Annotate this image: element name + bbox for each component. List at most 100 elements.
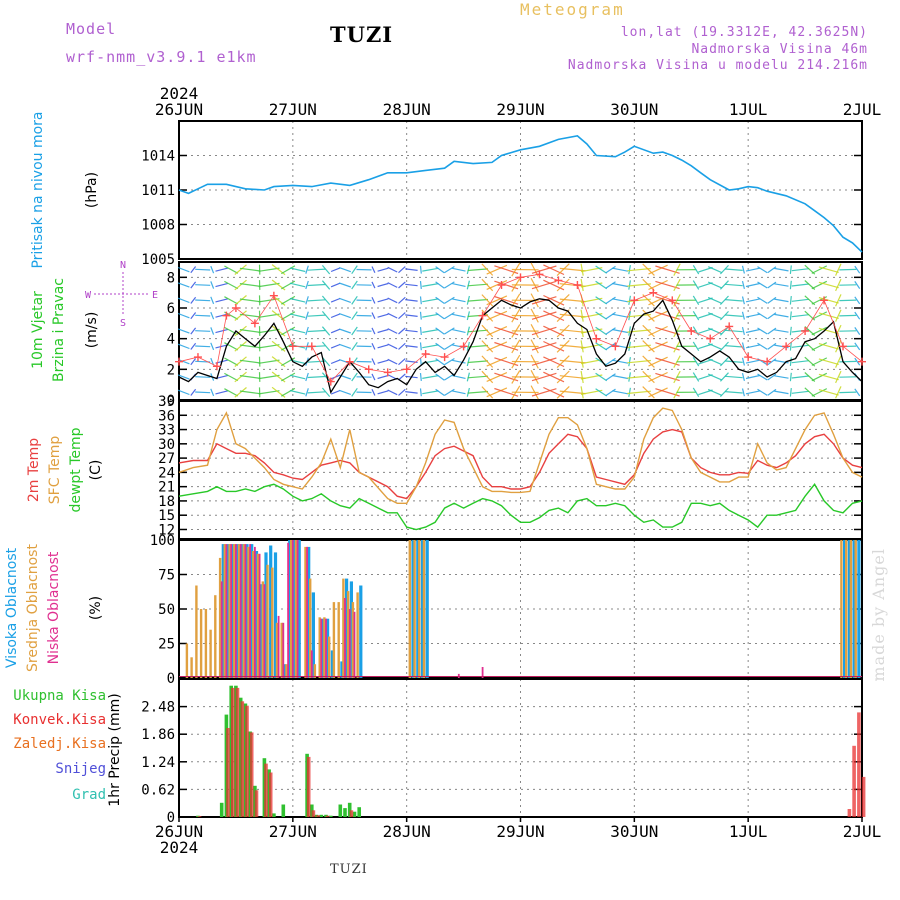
wind-arrow [648,264,668,275]
wind-arrow [580,309,584,322]
y-tick-label: 1.24 [141,755,175,771]
wind-arrow [239,329,261,333]
wind-arrow [467,360,489,364]
wind-arrow [648,387,668,398]
wind-arrow [339,313,351,319]
wind-arrow [481,324,494,338]
wind-arrow [210,342,215,351]
wind-arrow [707,373,722,381]
wind-arrow [387,389,398,396]
wind-arrow [435,358,445,366]
wind-arrow [605,296,616,305]
wind-arrow [321,265,331,275]
wind-arrow [234,387,247,398]
wind-arrow [692,310,700,321]
altitude-label: Nadmorska Visina 46m [691,42,868,57]
wind-arrow [467,268,489,272]
cloud-bar [245,544,249,678]
wind-arrow [195,376,211,378]
wind-arrow [224,265,239,274]
cloud-bar [258,553,261,678]
cloud-bar [277,615,280,678]
cloud-bar [266,564,269,678]
wind-arrow [481,340,494,353]
wind-arrow [210,281,215,289]
wind-arrow [258,298,280,303]
wind-arrow [258,390,280,395]
wind-arrow [559,283,586,287]
wind-arrow [190,327,197,335]
wind-arrow [839,391,857,394]
wind-arrow [377,359,389,364]
wind-arrow [612,313,629,318]
y-tick-label: 24 [158,465,175,481]
wind-arrow [422,390,439,395]
wind-arrow [811,372,828,382]
wind-arrow [443,357,455,366]
top-date-label: 2JUL [843,100,882,119]
wind-arrow [210,357,215,366]
wind-arrow [605,265,616,274]
y-tick-label: 15 [158,508,175,524]
wind-arrow [767,312,777,320]
wind-arrow [818,297,839,304]
wind-arrow [377,267,389,272]
wind-arrow [818,373,839,381]
model-name: wrf-nmm_v3.9.1 e1km [66,48,257,66]
wind-arrow [258,344,280,349]
wind-arrow [466,341,470,351]
y-tick-label: 0 [167,393,175,409]
cloud-bar [220,581,223,678]
cloud-bar [845,540,848,678]
wind-arrow [443,281,455,289]
wind-arrow [854,265,861,274]
wind-arrow [741,265,745,274]
footer-station: TUZI [330,862,368,877]
wind-arrow [195,268,211,271]
wind-arrow [818,266,839,273]
wind-arrow [692,264,700,275]
y-tick-label: 21 [158,480,175,496]
wind-arrow [398,342,406,350]
y-tick-label: 4 [167,332,175,348]
wind-arrow [839,268,857,271]
time-axis: 26JUN 26JUN 27JUN 27JUN 28JUN 28JUN 29JUN 29JUN… [155,84,881,857]
cloud-ylabel-2: Niska Oblacnost [46,551,62,664]
wind-arrow [321,311,331,321]
wind-arrow [719,372,729,382]
precip-bar [338,804,343,817]
wind-arrow [835,309,842,322]
precip-bar [235,687,240,817]
y-tick-label: 1011 [141,183,175,199]
wind-arrow [725,345,743,348]
wind-arrow [307,268,326,271]
wind-arrow [605,357,616,366]
wind-arrow [719,341,729,352]
wind-arrow [467,375,489,379]
wind-arrow [422,329,439,333]
wind-arrow [818,327,839,335]
wind-arrow [531,326,557,336]
cloud-bar [349,581,353,678]
wind-arrow [628,356,631,367]
gust-line [178,273,863,383]
wind-arrow [692,341,700,352]
wind-arrow [789,265,792,274]
y-tick-label: 25 [158,637,175,653]
wind-arrow [757,312,768,320]
compass-s: S [120,318,126,329]
wind-arrow [648,310,668,321]
top-date-label: 30JUN [610,100,658,119]
wind-arrow [741,311,745,320]
wind-arrow [767,296,777,304]
wind-arrow [371,296,376,304]
wind-arrow [486,264,508,275]
wind-arrow [559,298,586,303]
wind-arrow [215,344,229,349]
wind-arrow [419,342,422,351]
cloud-unit: (%) [88,596,104,620]
wind-arrow [818,389,839,396]
wind-arrow [210,327,215,335]
bottom-date-label: 29JUN [496,822,544,841]
wind-arrow [725,375,743,379]
